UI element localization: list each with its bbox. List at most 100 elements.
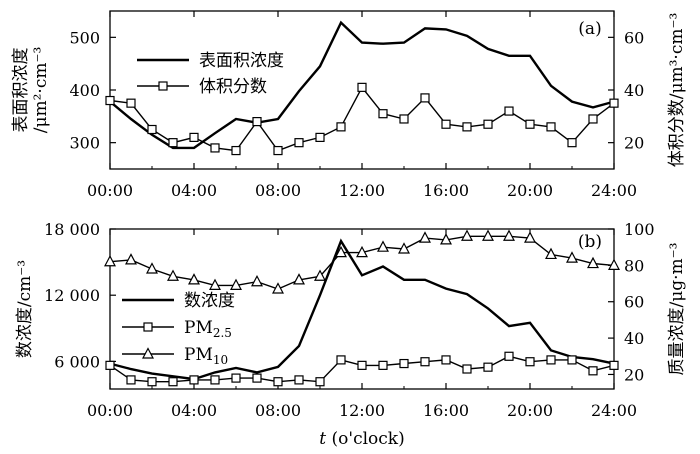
right-tick-label: 40: [624, 81, 644, 100]
legend-label: 体积分数: [199, 77, 267, 97]
left-tick-label: 12 000: [44, 286, 100, 305]
series-1-2-point: [272, 282, 284, 294]
series-1-1-point: [525, 357, 535, 367]
series-1-2-point: [209, 278, 221, 290]
series-1-1-point: [441, 355, 451, 365]
x-axis-unit: (o'clock): [326, 429, 405, 449]
series-0-1-point: [126, 98, 136, 108]
series-1-2-point: [524, 231, 536, 243]
series-1-2-point: [419, 231, 431, 243]
series-1-2-point: [503, 229, 515, 241]
right-tick-label: 20: [624, 365, 644, 384]
right-tick-label: 20: [624, 134, 644, 153]
series-1-1-point: [420, 357, 430, 367]
series-0-1-point: [399, 114, 409, 124]
x-tick-label: 12:00: [339, 401, 385, 420]
series-1-1-point: [126, 375, 136, 385]
panel-label: (b): [578, 232, 602, 252]
series-0-1-point: [273, 145, 283, 156]
series-1-2-point: [461, 229, 473, 241]
x-tick-label: 24:00: [591, 181, 637, 200]
series-1-2-line: [109, 235, 615, 290]
series-1-2-point: [545, 247, 557, 260]
series-1-2-point: [125, 253, 137, 265]
series-0-1-point: [588, 114, 598, 124]
series-1-1-point: [357, 360, 367, 370]
series-1-2-point: [104, 254, 116, 267]
series-1-1-point: [399, 358, 409, 369]
x-tick-label: 08:00: [255, 181, 301, 200]
series-0-1-point: [420, 93, 430, 103]
right-tick-label: 60: [624, 28, 644, 47]
series-1-2-point: [188, 273, 200, 285]
panel-label: (a): [578, 19, 601, 39]
series-1-1-point: [294, 375, 304, 385]
right-tick-label: 60: [624, 293, 644, 312]
x-tick-label: 00:00: [87, 181, 133, 200]
x-tick-label: 08:00: [255, 401, 301, 420]
series-1-1-point: [462, 364, 472, 374]
legend-name: PM: [184, 345, 213, 365]
series-1-2-point: [251, 274, 263, 287]
right-tick-label: 100: [624, 220, 655, 239]
series-1-2-point: [314, 269, 326, 281]
series-0-1-point: [231, 145, 241, 156]
series-1-2-point: [167, 269, 179, 281]
series-1-2-point: [587, 256, 599, 269]
series-0-1-point: [546, 122, 556, 132]
x-tick-label: 16:00: [423, 401, 469, 420]
series-0-1-point: [525, 119, 535, 129]
series-1-2-point: [377, 240, 389, 252]
series-1-1-point: [504, 351, 514, 361]
legend-name: 表面积浓度: [199, 51, 284, 71]
series-0-1-point: [462, 122, 472, 132]
x-tick-label: 20:00: [507, 181, 553, 200]
series-0-1-point: [441, 119, 451, 129]
right-axis-title: 质量浓度/μg·m⁻³: [667, 243, 687, 376]
series-1-2-point: [608, 258, 620, 270]
series-0-1-point: [357, 82, 367, 92]
left-axis-title: 表面积浓度: [11, 48, 31, 133]
series-0-1-point: [504, 106, 514, 116]
series-0-1-point: [609, 98, 619, 108]
series-1-1-point: [588, 366, 598, 376]
series-0-1-point: [252, 116, 262, 127]
right-tick-label: 80: [624, 256, 644, 275]
series-0-1-point: [315, 132, 325, 142]
right-axis-title: 体积分数/μm³·cm⁻³: [667, 13, 687, 168]
series-1-2-point: [482, 229, 494, 241]
series-0-1-point: [105, 95, 115, 106]
series-0-1-point: [210, 143, 220, 153]
series-0-1-point: [168, 138, 178, 148]
legend-label: PM2.5: [184, 318, 232, 340]
series-0-1-point: [378, 109, 388, 119]
series-1-1-point: [315, 377, 325, 387]
left-axis-title: 数浓度/cm⁻³: [15, 260, 35, 358]
series-1-1-point: [378, 360, 388, 370]
series-1-1-point: [105, 360, 115, 370]
legend-marker: [143, 322, 153, 332]
series-1-1-point: [147, 377, 157, 387]
legend-name: PM: [184, 318, 213, 338]
series-1-2-point: [398, 242, 410, 254]
left-axis-unit: /μm²·cm⁻³: [31, 47, 51, 134]
x-axis-var: t: [319, 429, 326, 449]
series-1-1-point: [189, 375, 199, 385]
series-1-1-point: [336, 355, 346, 365]
series-0-0-line: [109, 20, 615, 150]
left-tick-label: 6 000: [54, 352, 100, 371]
legend-subscript: 2.5: [213, 326, 232, 340]
series-1-1-point: [273, 377, 283, 387]
panel-a: 00:00 04:00 08:00 12:00 16:00 20:00 24:00 300 40…: [11, 10, 687, 200]
legend-label: 数浓度: [184, 291, 235, 311]
series-1-2-point: [146, 262, 158, 274]
legend-label: 表面积浓度: [199, 51, 284, 71]
legend-label: PM10: [184, 345, 228, 367]
series-1-1-point: [231, 373, 241, 383]
x-tick-label: 00:00: [87, 401, 133, 420]
series-1-2-point: [293, 273, 305, 285]
series-0-1-line: [109, 86, 615, 152]
series-0-1-point: [567, 138, 577, 148]
left-tick-label: 18 000: [44, 220, 100, 239]
